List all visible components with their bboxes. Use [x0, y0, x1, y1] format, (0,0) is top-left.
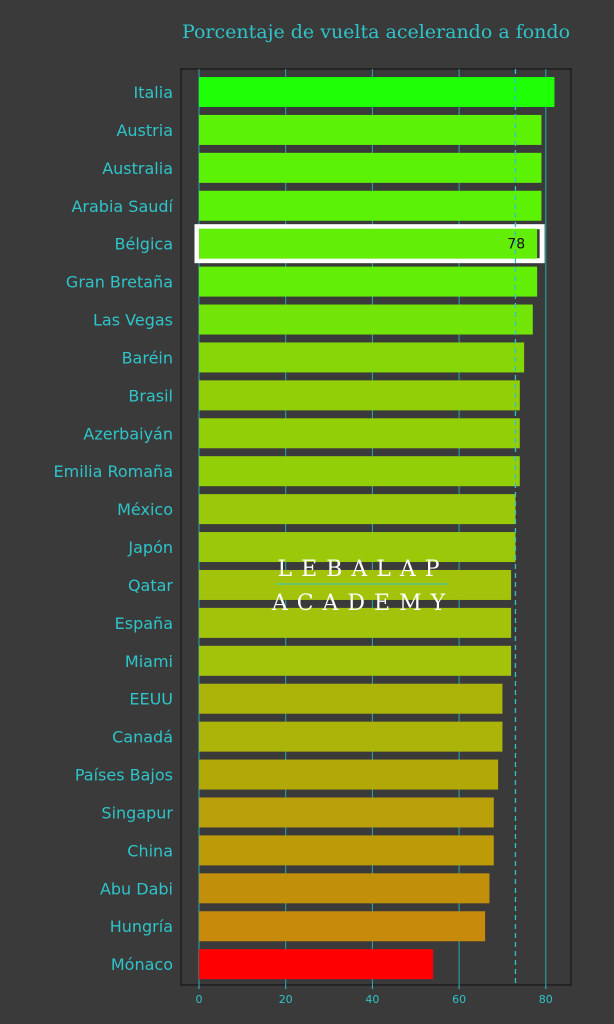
bar-0	[199, 77, 555, 107]
category-label-2: Australia	[102, 159, 173, 178]
category-label-1: Austria	[116, 121, 173, 140]
category-label-21: Abu Dabi	[100, 879, 173, 898]
bar-22	[199, 911, 486, 942]
category-label-3: Arabia Saudí	[71, 197, 173, 216]
category-label-13: Qatar	[128, 576, 173, 595]
category-label-12: Japón	[127, 538, 173, 557]
plot-frame	[180, 68, 572, 986]
category-label-8: Brasil	[128, 386, 173, 405]
highlight-box	[194, 224, 545, 264]
category-label-5: Gran Bretaña	[66, 273, 173, 292]
watermark: LEBALAP ACADEMY	[271, 557, 454, 616]
category-label-11: México	[117, 500, 173, 519]
bar-12	[199, 532, 516, 563]
category-label-7: Baréin	[122, 348, 173, 367]
tick-label-80: 80	[539, 993, 553, 1006]
bar-4	[199, 228, 538, 259]
category-label-0: Italia	[134, 83, 174, 102]
bar-9	[199, 418, 520, 449]
category-label-14: España	[115, 614, 173, 633]
bar-8	[199, 380, 520, 411]
category-label-10: Emilia Romaña	[54, 462, 173, 481]
tick-label-20: 20	[279, 993, 293, 1006]
bar-20	[199, 835, 494, 866]
bar-14	[199, 607, 512, 638]
bar-21	[199, 873, 490, 904]
bar-17	[199, 721, 503, 752]
grid-lines	[198, 69, 547, 985]
category-label-20: China	[127, 841, 173, 860]
bar-1	[199, 114, 542, 145]
category-labels: Italia Austria Australia Arabia Saudí Bélgic…	[54, 83, 174, 974]
bar-11	[199, 494, 516, 525]
bar-23	[199, 949, 434, 980]
bars: 78	[194, 77, 555, 980]
bar-3	[199, 190, 542, 221]
category-label-4: Bélgica	[115, 235, 173, 254]
bar-10	[199, 456, 520, 487]
bar-5	[199, 266, 538, 297]
bar-6	[199, 304, 533, 335]
tick-label-40: 40	[365, 993, 379, 1006]
x-axis-ticks: 0 20 40 60 80	[196, 985, 553, 1006]
bar-18	[199, 759, 499, 790]
watermark-line-2: ACADEMY	[271, 591, 454, 616]
bar-13	[199, 569, 512, 600]
tick-label-0: 0	[196, 993, 203, 1006]
category-label-16: EEUU	[129, 690, 173, 709]
category-label-15: Miami	[125, 652, 173, 671]
category-label-6: Las Vegas	[93, 311, 173, 330]
chart-title: Porcentaje de vuelta acelerando a fondo	[182, 21, 570, 43]
tick-label-60: 60	[452, 993, 466, 1006]
bar-15	[199, 645, 512, 676]
category-label-18: Países Bajos	[75, 766, 173, 785]
category-label-22: Hungría	[110, 917, 173, 936]
bar-7	[199, 342, 525, 373]
bar-value-label: 78	[507, 237, 525, 253]
category-label-19: Singapur	[101, 803, 173, 822]
bar-19	[199, 797, 494, 828]
category-label-23: Mónaco	[111, 955, 173, 974]
bar-2	[199, 152, 542, 183]
category-label-17: Canadá	[112, 728, 173, 747]
category-label-9: Azerbaiyán	[83, 424, 173, 443]
watermark-line-1: LEBALAP	[277, 557, 448, 582]
bar-16	[199, 683, 503, 714]
